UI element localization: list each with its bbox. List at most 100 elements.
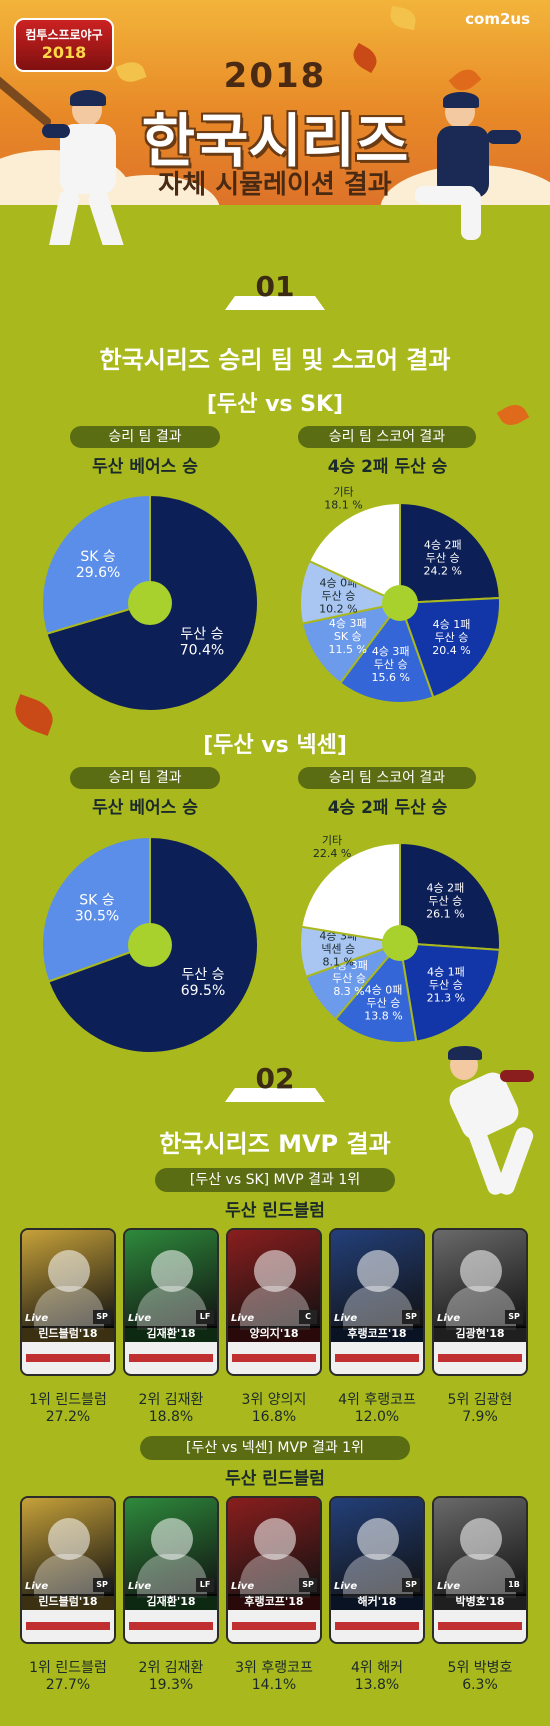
mvp-rank-label: 4위 후랭코프 bbox=[338, 1392, 416, 1408]
pie-value-text: 69.5% bbox=[181, 983, 225, 999]
pie-label-text: 4승 3패 bbox=[372, 645, 410, 658]
player-card: Live SP 김광현'18 bbox=[432, 1228, 528, 1376]
stat-bar bbox=[129, 1354, 213, 1362]
stat-bar bbox=[26, 1622, 110, 1630]
player-portrait-icon bbox=[48, 1250, 90, 1292]
hero-title: 한국시리즈 bbox=[141, 107, 409, 175]
player-card-art bbox=[22, 1498, 114, 1598]
player-card-stats bbox=[434, 1342, 526, 1374]
mvp-rank-label: 5위 김광현 bbox=[447, 1392, 513, 1408]
stat-bar bbox=[129, 1622, 213, 1630]
player-leg bbox=[494, 1125, 536, 1197]
mvp-rank-label: 1위 린드블럼 bbox=[29, 1660, 107, 1676]
player-portrait-icon bbox=[151, 1250, 193, 1292]
pie-label-text: 기타 bbox=[322, 834, 342, 847]
pie-slice bbox=[300, 841, 401, 945]
player-card-name: 김재환'18 bbox=[125, 1326, 217, 1342]
player-cap bbox=[70, 90, 106, 106]
mvp-rank-pct: 13.8% bbox=[354, 1677, 400, 1693]
pie-center-dot bbox=[382, 925, 418, 961]
pie-value-text: 21.3 % bbox=[427, 991, 465, 1004]
live-badge: Live bbox=[128, 1313, 152, 1324]
match-title: [두산 vs 넥센] bbox=[203, 733, 347, 758]
player-card-name: 후랭코프'18 bbox=[331, 1326, 423, 1342]
pie-value-text: 11.5 % bbox=[329, 643, 367, 656]
section-number: 01 bbox=[255, 270, 295, 303]
pie-label: SK 승30.5% bbox=[75, 892, 119, 924]
win-score-headline: 4승 2패 두산 승 bbox=[327, 798, 448, 818]
pie-value-text: 30.5% bbox=[75, 908, 119, 924]
pie-value-text: 13.8 % bbox=[364, 1009, 402, 1022]
player-card-stats bbox=[22, 1610, 114, 1642]
game-logo-line1: 컴투스프로야구 bbox=[25, 28, 103, 42]
stat-bar bbox=[438, 1622, 522, 1630]
pie-slice bbox=[398, 941, 501, 1043]
position-badge: SP bbox=[402, 1310, 420, 1324]
position-badge: SP bbox=[505, 1310, 523, 1324]
player-cap bbox=[448, 1046, 482, 1060]
player-sleeve bbox=[42, 124, 70, 138]
win-team-pill: 승리 팀 결과 bbox=[70, 767, 220, 789]
player-card-stats bbox=[228, 1342, 320, 1374]
hero-banner: 컴투스프로야구 2018 com2us 2018 한국시리즈 자체 시뮬레이션 … bbox=[0, 0, 550, 245]
pie-label-text: SK 승 bbox=[80, 549, 116, 565]
section-title: 한국시리즈 승리 팀 및 스코어 결과 bbox=[99, 346, 451, 374]
section-number: 02 bbox=[255, 1062, 295, 1095]
mvp-rank-pct: 7.9% bbox=[462, 1409, 498, 1425]
stat-bar bbox=[335, 1622, 419, 1630]
position-badge: SP bbox=[93, 1310, 111, 1324]
pie-value-text: 18.1 % bbox=[324, 499, 362, 512]
player-sleeve bbox=[500, 1070, 534, 1082]
mvp-card-row: Live SP 린드블럼'18 Live LF 김재환'18 Live C 양의… bbox=[20, 1228, 530, 1378]
pie-value-text: 29.6% bbox=[76, 565, 120, 581]
player-portrait-body bbox=[34, 1554, 104, 1598]
pie-label: 두산 승69.5% bbox=[181, 967, 225, 999]
pie-slice bbox=[307, 501, 401, 605]
player-portrait-icon bbox=[254, 1250, 296, 1292]
mvp-headline: 두산 린드블럼 bbox=[225, 1469, 325, 1489]
mvp-rank-label: 5위 박병호 bbox=[447, 1660, 513, 1676]
mvp-card-row: Live SP 린드블럼'18 Live LF 김재환'18 Live SP 후… bbox=[20, 1496, 530, 1646]
pie-label-text: 두산 승 bbox=[428, 894, 462, 907]
position-badge: C bbox=[299, 1310, 317, 1324]
win-team-pill: 승리 팀 결과 bbox=[70, 426, 220, 448]
match-title: [두산 vs SK] bbox=[206, 392, 344, 417]
win-score-headline: 4승 2패 두산 승 bbox=[327, 457, 448, 477]
mvp-rank-pct: 19.3% bbox=[148, 1677, 194, 1693]
pie-value-text: 26.1 % bbox=[426, 907, 464, 920]
pie-value-text: 15.6 % bbox=[371, 671, 409, 684]
player-card: Live LF 김재환'18 bbox=[123, 1496, 219, 1644]
position-badge: SP bbox=[299, 1578, 317, 1592]
pie-slice bbox=[300, 601, 403, 685]
pie-label-text: 두산 승 bbox=[181, 967, 224, 983]
home-plate-icon bbox=[225, 1088, 325, 1102]
player-card-stats bbox=[22, 1342, 114, 1374]
pie-center-dot bbox=[382, 585, 418, 621]
win-team-headline: 두산 베어스 승 bbox=[92, 798, 198, 818]
pie-label: 두산 승70.4% bbox=[180, 626, 224, 658]
hero-subtitle: 자체 시뮬레이션 결과 bbox=[158, 170, 392, 200]
player-card-name: 박병호'18 bbox=[434, 1594, 526, 1610]
player-leg bbox=[461, 190, 481, 240]
position-badge: SP bbox=[402, 1578, 420, 1592]
pie-slice bbox=[333, 940, 418, 1044]
stat-bar bbox=[335, 1354, 419, 1362]
pie-chart-win-team-sk: 두산 승70.4% SK 승29.6% bbox=[41, 493, 259, 712]
player-card-name: 린드블럼'18 bbox=[22, 1594, 114, 1610]
live-badge: Live bbox=[437, 1313, 461, 1324]
mvp-rank-label: 3위 양의지 bbox=[241, 1392, 307, 1408]
mvp-rank-row: 1위 린드블럼 27.7% 2위 김재환 19.3% 3위 후랭코프 14.1% 4위 해커… bbox=[20, 1660, 530, 1696]
mvp-rank-pct: 12.0% bbox=[354, 1409, 400, 1425]
mvp-rank-label: 2위 김재환 bbox=[138, 1392, 204, 1408]
live-badge: Live bbox=[334, 1581, 358, 1592]
player-card-art bbox=[125, 1230, 217, 1330]
section-number-badge: 01 bbox=[225, 270, 325, 310]
player-portrait-body bbox=[240, 1286, 310, 1330]
player-portrait-body bbox=[137, 1286, 207, 1330]
player-card: Live SP 후랭코프'18 bbox=[329, 1228, 425, 1376]
mvp-result-pill: [두산 vs 넥센] MVP 결과 1위 bbox=[140, 1436, 410, 1460]
position-badge: SP bbox=[93, 1578, 111, 1592]
